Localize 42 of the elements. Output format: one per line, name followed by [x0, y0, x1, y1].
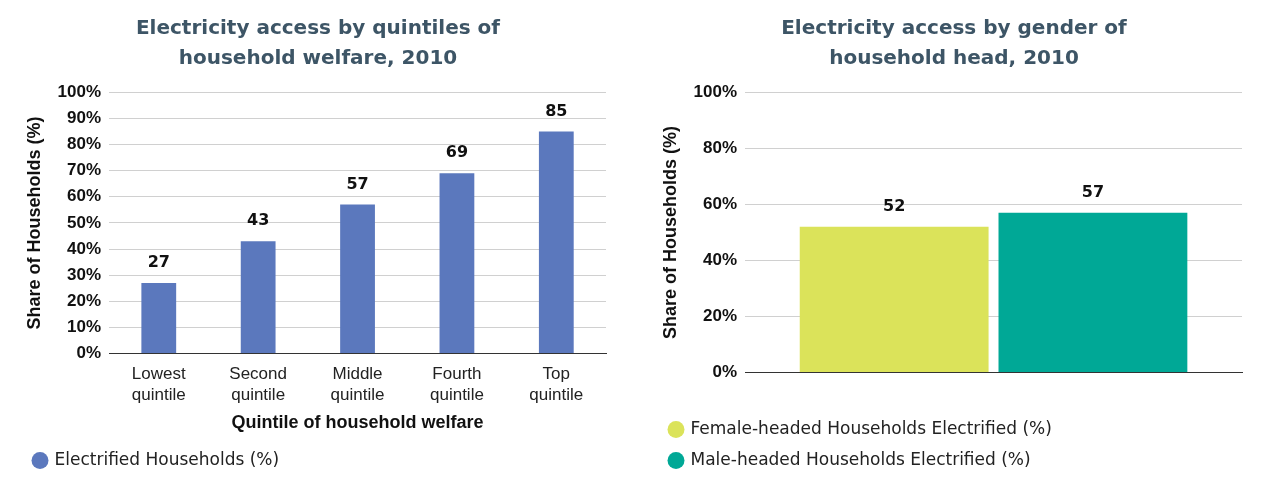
data-label: 85 [545, 100, 568, 120]
x-tick-label: Middle quintile [330, 364, 385, 404]
bar [240, 241, 276, 354]
chart-title: Electricity access by quintiles of household welfare, 2010 [134, 14, 502, 71]
y-tick-label: 30% [67, 264, 102, 284]
x-axis-title: Quintile of household welfare [231, 412, 484, 433]
y-axis-title: Share of Households (%) [23, 116, 44, 330]
data-label: 57 [346, 173, 369, 193]
y-axis-title: Share of Households (%) [659, 125, 680, 339]
y-tick-label: 10% [67, 317, 102, 337]
y-tick-label: 100% [693, 81, 738, 101]
y-tick-label: 80% [703, 137, 738, 157]
data-label: 43 [247, 210, 270, 230]
y-tick-label: 60% [67, 186, 102, 206]
data-label: 27 [147, 252, 170, 272]
bar [340, 204, 375, 354]
x-tick-label: Top quintile [529, 364, 584, 404]
bar [439, 173, 475, 354]
x-tick-label: Fourth quintile [429, 364, 484, 404]
y-tick-label: 0% [712, 362, 738, 382]
data-label: 57 [1081, 181, 1105, 201]
y-tick-label: 60% [703, 194, 738, 214]
legend-label: Female-headed Households Electrified (%) [690, 417, 1052, 438]
y-tick-label: 50% [67, 212, 102, 232]
x-tick-label: Lowest quintile [131, 364, 186, 404]
y-tick-label: 20% [67, 291, 102, 311]
bar [141, 283, 177, 354]
bar [538, 131, 574, 354]
data-label: 69 [445, 142, 469, 162]
x-tick-label: Second quintile [229, 364, 287, 404]
chart-title: Electricity access by gender of household head, 2010 [780, 14, 1128, 71]
y-tick-label: 40% [67, 238, 102, 258]
y-tick-label: 20% [703, 306, 738, 326]
y-tick-label: 0% [76, 343, 102, 363]
y-tick-label: 90% [67, 108, 102, 128]
y-tick-label: 80% [67, 134, 102, 154]
legend-label: Electrified Households (%) [54, 448, 280, 469]
y-tick-label: 40% [703, 250, 738, 270]
data-label: 52 [883, 195, 906, 215]
legend-label: Male-headed Households Electrified (%) [690, 448, 1031, 469]
y-tick-label: 100% [57, 81, 102, 101]
y-tick-label: 70% [67, 160, 102, 180]
